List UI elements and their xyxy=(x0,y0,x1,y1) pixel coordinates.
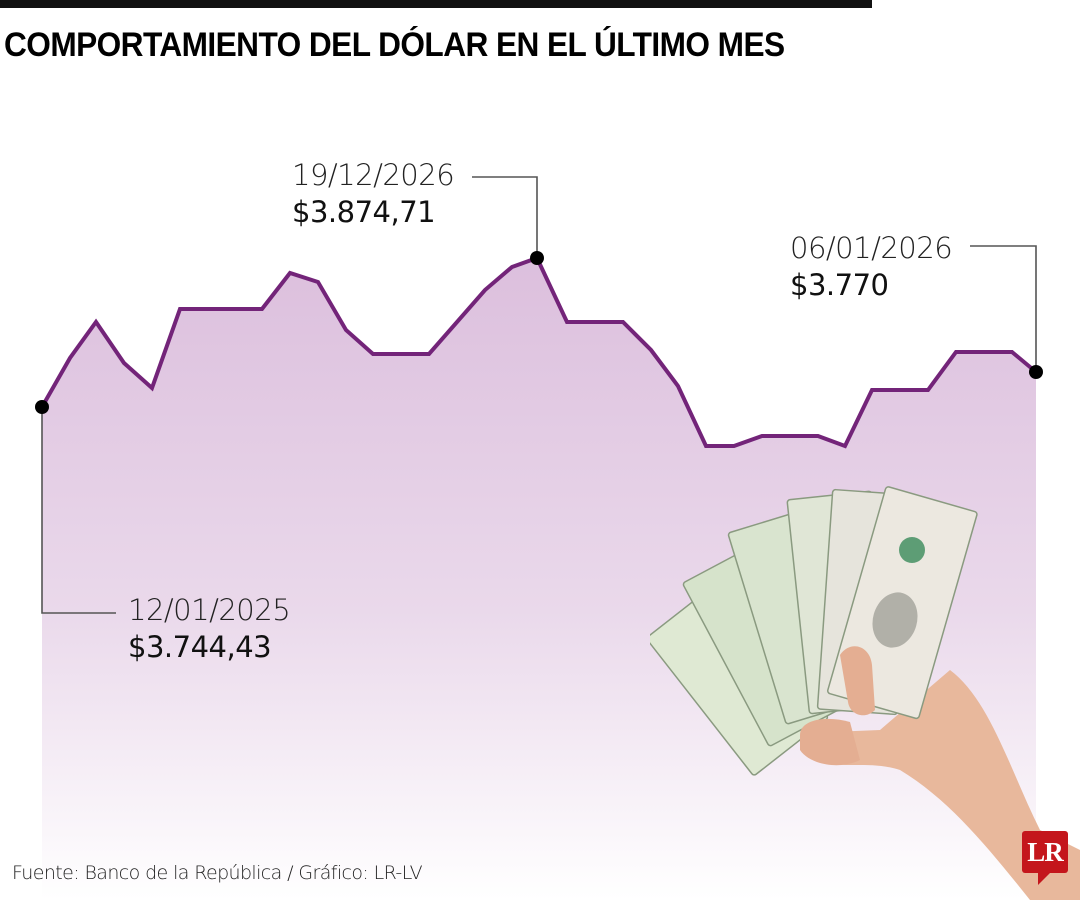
leader-line-end xyxy=(970,245,1037,372)
annotation-peak: 19/12/2026 $3.874,71 xyxy=(292,158,455,232)
annotation-start-value: $3.744,43 xyxy=(128,630,272,664)
lr-logo: LR xyxy=(1022,831,1068,885)
annotation-end: 06/01/2026 $3.770 xyxy=(790,231,953,305)
annotation-start: 12/01/2025 $3.744,43 xyxy=(128,593,291,667)
chart-title: COMPORTAMIENTO DEL DÓLAR EN EL ÚLTIMO ME… xyxy=(4,26,785,64)
annotation-end-value: $3.770 xyxy=(790,268,889,302)
source-credit: Fuente: Banco de la República / Gráfico:… xyxy=(12,862,423,884)
point-markers xyxy=(35,251,1043,414)
annotation-peak-date: 19/12/2026 xyxy=(292,158,455,192)
leader-line-start xyxy=(41,407,116,614)
annotation-end-date: 06/01/2026 xyxy=(790,231,953,265)
top-rule xyxy=(0,0,872,8)
leader-line-peak xyxy=(472,176,538,258)
point-marker xyxy=(35,400,49,414)
point-marker xyxy=(530,251,544,265)
hand-holding-dollar-bills-illustration xyxy=(650,486,1080,900)
annotation-peak-value: $3.874,71 xyxy=(292,195,436,229)
point-marker xyxy=(1029,365,1043,379)
annotation-start-date: 12/01/2025 xyxy=(128,593,291,627)
